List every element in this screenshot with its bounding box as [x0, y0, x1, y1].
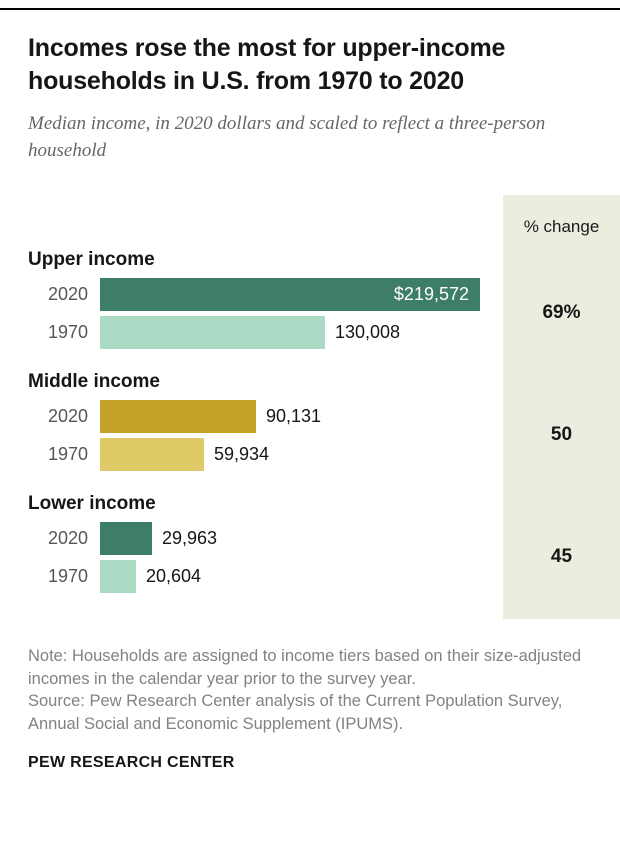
- chart-group: Lower income 2020 29,963 1970 20,604 45: [28, 493, 620, 593]
- note-text: Note: Households are assigned to income …: [28, 646, 582, 688]
- bar-chart: % change Upper income 2020 $219,572 1970 130…: [0, 194, 620, 619]
- pct-change-header: % change: [523, 216, 600, 236]
- footnotes: Note: Households are assigned to income …: [0, 619, 620, 736]
- year-label: 2020: [47, 283, 88, 304]
- group-label: Upper income: [28, 248, 155, 270]
- value-label: 20,604: [146, 565, 202, 586]
- group-row: 2020 90,131 1970 59,934 50: [28, 399, 620, 471]
- page-title: Incomes rose the most for upper-income h…: [28, 34, 506, 95]
- chart-subtitle: Median income, in 2020 dollars and scale…: [28, 113, 546, 161]
- bar: [100, 521, 152, 555]
- pct-change-value: 69%: [542, 302, 581, 324]
- group-label: Lower income: [28, 492, 156, 514]
- bar-row: 2020 $219,572: [28, 277, 503, 311]
- value-label: 59,934: [214, 443, 270, 464]
- value-label: 29,963: [162, 527, 218, 548]
- group-row: 2020 29,963 1970 20,604 45: [28, 521, 620, 593]
- panel-header-row: % change: [28, 195, 620, 249]
- pct-change-value: 50: [550, 424, 573, 446]
- value-label: 130,008: [335, 321, 401, 342]
- top-rule: [0, 8, 620, 10]
- chart-content: % change Upper income 2020 $219,572 1970 130…: [28, 195, 620, 593]
- pct-change-panel: [503, 194, 620, 619]
- bars: 2020 $219,572 1970 130,008: [28, 277, 503, 349]
- source-text: Source: Pew Research Center analysis of …: [28, 692, 563, 734]
- group-label: Middle income: [28, 370, 160, 392]
- bar-row: 1970 130,008: [28, 315, 503, 349]
- bar: [100, 559, 136, 593]
- group-row: 2020 $219,572 1970 130,008 69%: [28, 277, 620, 349]
- bar: [100, 315, 325, 349]
- year-label: 2020: [47, 527, 88, 548]
- bar: [100, 437, 204, 471]
- chart-groups: Upper income 2020 $219,572 1970 130,008 69% Mi…: [28, 249, 620, 593]
- chart-group: Middle income 2020 90,131 1970 59,934 50: [28, 371, 620, 471]
- pct-change-value: 45: [550, 546, 573, 568]
- bar-row: 1970 59,934: [28, 437, 503, 471]
- value-label: 90,131: [266, 405, 322, 426]
- bars: 2020 90,131 1970 59,934: [28, 399, 503, 471]
- year-label: 1970: [47, 565, 88, 586]
- bar-row: 2020 29,963: [28, 521, 503, 555]
- header: Incomes rose the most for upper-income h…: [0, 10, 620, 165]
- chart-group: Upper income 2020 $219,572 1970 130,008 69%: [28, 249, 620, 349]
- bar: [100, 399, 256, 433]
- year-label: 2020: [47, 405, 88, 426]
- value-label: $219,572: [393, 283, 469, 304]
- bar: $219,572: [100, 277, 480, 311]
- bars: 2020 29,963 1970 20,604: [28, 521, 503, 593]
- bar-row: 1970 20,604: [28, 559, 503, 593]
- year-label: 1970: [47, 443, 88, 464]
- brand-footer: PEW RESEARCH CENTER: [28, 754, 235, 771]
- bar-row: 2020 90,131: [28, 399, 503, 433]
- year-label: 1970: [47, 321, 88, 342]
